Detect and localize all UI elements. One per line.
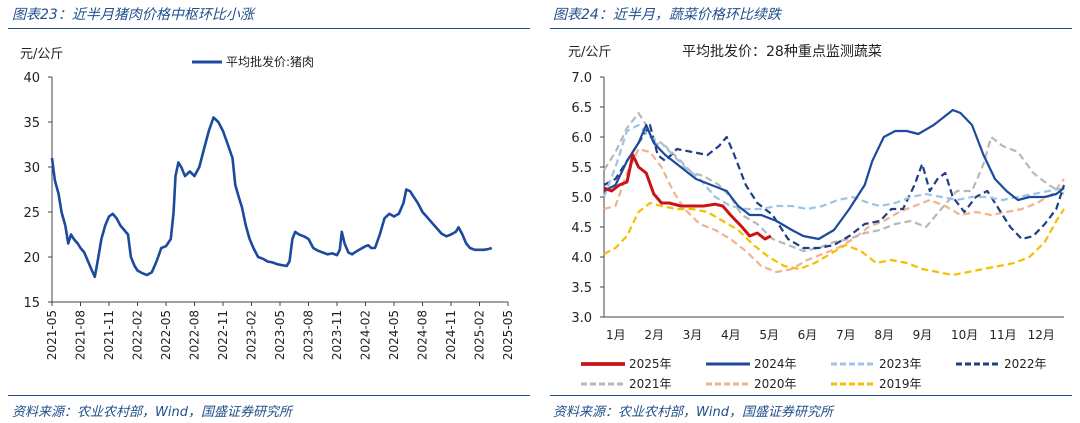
right-legend-label: 2021年 <box>629 377 672 391</box>
right-x-tick-label: 8月 <box>874 328 894 342</box>
right-x-tick-label: 10月 <box>951 328 978 342</box>
left-x-tick-label: 2022-02 <box>131 310 145 360</box>
left-series-line-pork <box>50 116 493 279</box>
right-series-line-2019年 <box>603 201 1065 277</box>
left-x-tick-label: 2025-05 <box>501 310 515 360</box>
right-x-tick-label: 5月 <box>759 328 779 342</box>
right-title-rule <box>550 28 1072 29</box>
right-series-line-2022年 <box>603 123 1066 250</box>
left-y-tick-label: 35 <box>23 116 40 131</box>
left-legend-label: 平均批发价:猪肉 <box>226 54 314 69</box>
left-source-note: 资料来源：农业农村部，Wind，国盛证券研究所 <box>12 405 292 420</box>
left-x-tick-label: 2024-05 <box>387 310 401 360</box>
right-y-tick-label: 7.0 <box>571 71 592 86</box>
right-y-tick-label: 4.0 <box>571 251 592 266</box>
left-figure-caption: 图表23：近半月猪肉价格中枢环比小涨 <box>12 7 254 23</box>
left-x-tick-label: 2022-08 <box>188 310 202 360</box>
right-x-tick-label: 12月 <box>1028 328 1055 342</box>
right-y-tick-label: 5.0 <box>571 191 592 206</box>
right-y-tick-label: 4.5 <box>571 221 592 236</box>
left-title-rule <box>8 28 530 29</box>
left-x-tick-label: 2023-05 <box>273 310 287 360</box>
right-figure-caption: 图表24：近半月，蔬菜价格环比续跌 <box>553 7 781 23</box>
left-y-tick-label: 30 <box>23 161 40 176</box>
right-legend-label: 2020年 <box>754 377 797 391</box>
right-x-tick-label: 3月 <box>683 328 703 342</box>
right-series-line-2024年 <box>603 108 1065 241</box>
left-y-tick-label: 40 <box>23 71 40 86</box>
right-series-line-2021年 <box>603 111 1065 253</box>
right-series-line-2025年 <box>603 153 772 241</box>
right-x-tick-label: 9月 <box>913 328 933 342</box>
left-x-tick-label: 2021-11 <box>102 310 116 360</box>
left-x-tick-label: 2021-08 <box>74 310 88 360</box>
right-legend-label: 2022年 <box>1004 357 1047 371</box>
right-x-tick-label: 7月 <box>836 328 856 342</box>
left-x-tick-label: 2023-11 <box>330 310 344 360</box>
left-y-tick-label: 15 <box>23 296 40 311</box>
left-x-tick-label: 2023-02 <box>245 310 259 360</box>
left-x-tick-label: 2023-08 <box>302 310 316 360</box>
right-legend-label: 2025年 <box>629 357 672 371</box>
right-x-tick-label: 11月 <box>989 328 1016 342</box>
right-series-line-2020年 <box>603 147 1065 274</box>
right-x-tick-label: 4月 <box>721 328 741 342</box>
right-y-tick-label: 3.5 <box>571 281 592 296</box>
right-y-tick-label: 6.0 <box>571 131 592 146</box>
right-x-tick-label: 1月 <box>606 328 626 342</box>
right-x-tick-label: 2月 <box>644 328 664 342</box>
right-x-tick-label: 6月 <box>798 328 818 342</box>
left-x-tick-label: 2024-11 <box>444 310 458 360</box>
left-y-tick-label: 25 <box>23 206 40 221</box>
right-series-line-2023年 <box>602 123 1065 211</box>
right-legend-label: 2024年 <box>754 357 797 371</box>
left-x-tick-label: 2024-02 <box>359 310 373 360</box>
left-source-rule <box>8 395 530 396</box>
left-y-axis-label: 元/公斤 <box>20 47 63 62</box>
left-x-tick-label: 2022-11 <box>216 310 230 360</box>
right-y-tick-label: 3.0 <box>571 311 592 326</box>
right-legend-label: 2023年 <box>879 357 922 371</box>
right-y-axis-label: 元/公斤 <box>568 45 611 60</box>
right-chart-title: 平均批发价：28种重点监测蔬菜 <box>682 44 882 60</box>
left-x-tick-label: 2024-08 <box>416 310 430 360</box>
right-source-rule <box>550 395 1072 396</box>
right-source-note: 资料来源：农业农村部，Wind，国盛证券研究所 <box>553 405 833 420</box>
left-y-tick-label: 20 <box>23 251 40 266</box>
left-x-tick-label: 2025-02 <box>473 310 487 360</box>
right-y-tick-label: 5.5 <box>571 161 592 176</box>
right-legend-label: 2019年 <box>879 377 922 391</box>
left-x-tick-label: 2021-05 <box>45 310 59 360</box>
left-x-tick-label: 2022-05 <box>159 310 173 360</box>
right-y-tick-label: 6.5 <box>571 101 592 116</box>
